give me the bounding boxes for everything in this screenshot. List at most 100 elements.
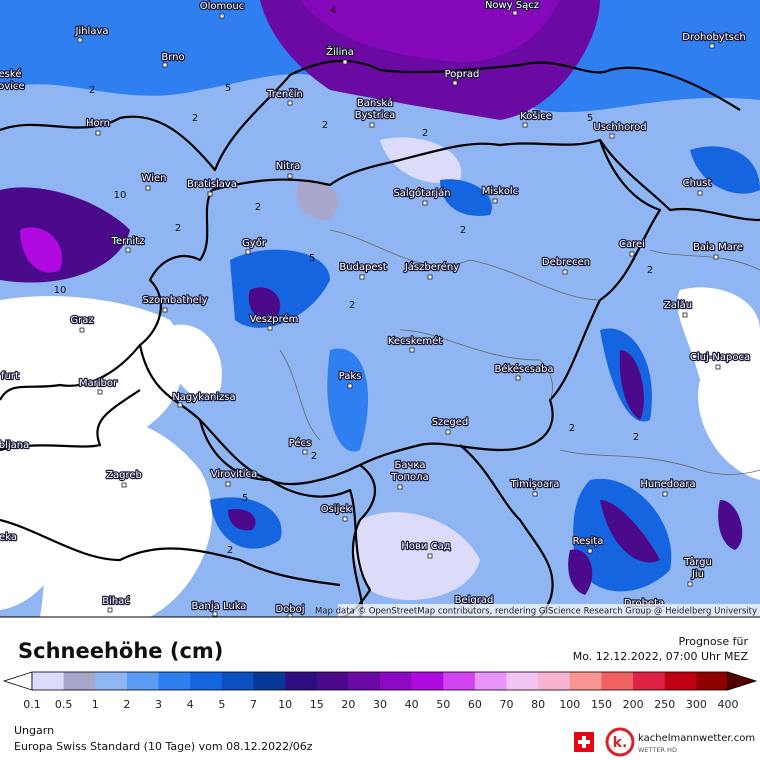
colorbar-tick-label: 80 bbox=[531, 698, 545, 711]
city-label: Szombathely bbox=[142, 295, 207, 306]
colorbar-tick-label: 20 bbox=[341, 698, 355, 711]
colorbar-tick-label: 250 bbox=[654, 698, 675, 711]
city-dot bbox=[427, 553, 433, 559]
city-label: Veszprém bbox=[250, 313, 299, 325]
city-dot bbox=[177, 402, 183, 408]
contour-label: 2 bbox=[311, 451, 317, 462]
city-dot bbox=[342, 59, 348, 65]
colorbar-swatch bbox=[380, 672, 412, 690]
city-dot bbox=[267, 325, 273, 331]
city-label: Graz bbox=[70, 315, 93, 326]
city-label: jovice bbox=[0, 81, 25, 92]
contour-label: 5 bbox=[225, 83, 231, 94]
city-label: Poprad bbox=[445, 69, 480, 80]
city-dot bbox=[359, 274, 365, 280]
colorbar-tick-label: 100 bbox=[559, 698, 580, 711]
city-dot bbox=[302, 449, 308, 455]
colorbar-tick-label: 5 bbox=[218, 698, 225, 711]
city-label: Miskolc bbox=[482, 186, 518, 197]
contour-label: 2 bbox=[227, 545, 233, 556]
region: Ungarn bbox=[14, 724, 54, 737]
city-dot bbox=[492, 198, 498, 204]
city-label: Zagreb bbox=[106, 470, 142, 481]
city-label: Košice bbox=[520, 110, 552, 122]
city-dot bbox=[97, 389, 103, 395]
city-dot bbox=[145, 185, 151, 191]
colorbar-tick-label: 30 bbox=[373, 698, 387, 711]
city-label: eka bbox=[0, 532, 17, 543]
city-label: Ternitz bbox=[111, 236, 145, 247]
city-dot bbox=[713, 254, 719, 260]
city-label: Топола bbox=[390, 472, 428, 483]
colorbar-tick-label: 0.1 bbox=[23, 698, 41, 711]
city-label: Belgrad bbox=[455, 595, 494, 606]
city-dot bbox=[287, 613, 293, 617]
contour-label: 5 bbox=[242, 493, 248, 504]
city-label: Győr bbox=[242, 237, 267, 249]
city-dot bbox=[79, 327, 85, 333]
contour-label: 2 bbox=[175, 223, 181, 234]
colorbar-swatch bbox=[411, 672, 444, 690]
city-label: Nagykanizsa bbox=[172, 392, 235, 403]
contour-label: 2 bbox=[633, 432, 639, 443]
city-label: Nowy Sącz bbox=[485, 0, 539, 11]
city-label: Chust bbox=[683, 178, 712, 189]
colorbar-swatch bbox=[126, 672, 159, 690]
city-label: Carei bbox=[619, 239, 645, 250]
city-label: Нови Сад bbox=[401, 541, 450, 552]
city-label: Uschhorod bbox=[593, 122, 646, 133]
city-dot bbox=[697, 190, 703, 196]
contour-label: 4 bbox=[330, 5, 336, 16]
city-label: Debrecen bbox=[542, 257, 590, 268]
contour-label: 2 bbox=[255, 202, 261, 213]
city-label: Szeged bbox=[432, 417, 469, 428]
city-dot bbox=[562, 269, 568, 275]
colorbar-tick-label: 1 bbox=[92, 698, 99, 711]
colorbar-frame bbox=[31, 671, 729, 691]
colorbar-arrow-high bbox=[727, 671, 758, 691]
city-label: Drohobytsch bbox=[682, 32, 745, 43]
city-dot bbox=[107, 607, 113, 613]
colorbar-tick-label: 50 bbox=[436, 698, 450, 711]
colorbar-swatch bbox=[696, 672, 729, 690]
city-label: Jihlava bbox=[74, 26, 108, 37]
city-dot bbox=[125, 247, 131, 253]
city-dot bbox=[287, 100, 293, 106]
colorbar-tick-label: 200 bbox=[623, 698, 644, 711]
city-label: Cluj-Napoca bbox=[690, 352, 750, 363]
map-attribution: Map data © OpenStreetMap contributors, r… bbox=[315, 607, 757, 617]
city-label: Banja Luka bbox=[192, 601, 247, 612]
colorbar-swatch bbox=[569, 672, 602, 690]
brand-sub: WETTER HD bbox=[638, 746, 677, 754]
city-dot bbox=[445, 429, 451, 435]
city-dot bbox=[422, 200, 428, 206]
city-dot bbox=[662, 491, 668, 497]
city-dot bbox=[452, 80, 458, 86]
contour-label: 2 bbox=[460, 225, 466, 236]
colorbar-tick-label: 70 bbox=[500, 698, 514, 711]
colorbar-swatch bbox=[348, 672, 381, 690]
city-label: Budapest bbox=[339, 262, 386, 273]
city-label: Virovitica bbox=[211, 469, 257, 480]
contour-label: 2 bbox=[422, 128, 428, 139]
city-label: eské bbox=[0, 68, 21, 80]
city-label: Maribor bbox=[79, 378, 118, 389]
city-label: Doboj bbox=[275, 604, 304, 615]
city-label: Žilina bbox=[326, 45, 354, 58]
brand-name: kachelmannwetter.com bbox=[638, 733, 755, 744]
city-label: Salgótarján bbox=[393, 187, 450, 199]
city-label: Bystrica bbox=[355, 110, 395, 121]
colorbar-swatch bbox=[506, 672, 539, 690]
city-label: bljana bbox=[0, 440, 29, 451]
colorbar-swatch bbox=[95, 672, 128, 690]
city-dot bbox=[287, 173, 293, 179]
colorbar-tick-label: 0.5 bbox=[55, 698, 73, 711]
city-dot bbox=[369, 122, 375, 128]
contour-label: 10 bbox=[54, 285, 67, 296]
brand-logo: k. bbox=[605, 727, 635, 757]
contour-label: 2 bbox=[349, 300, 355, 311]
city-dot bbox=[715, 364, 721, 370]
colorbar-swatch bbox=[538, 672, 571, 690]
contour-label: 2 bbox=[647, 265, 653, 276]
map: Olomouc Jihlava Brno Žilina Nowy Sącz Drohoby… bbox=[0, 0, 760, 617]
